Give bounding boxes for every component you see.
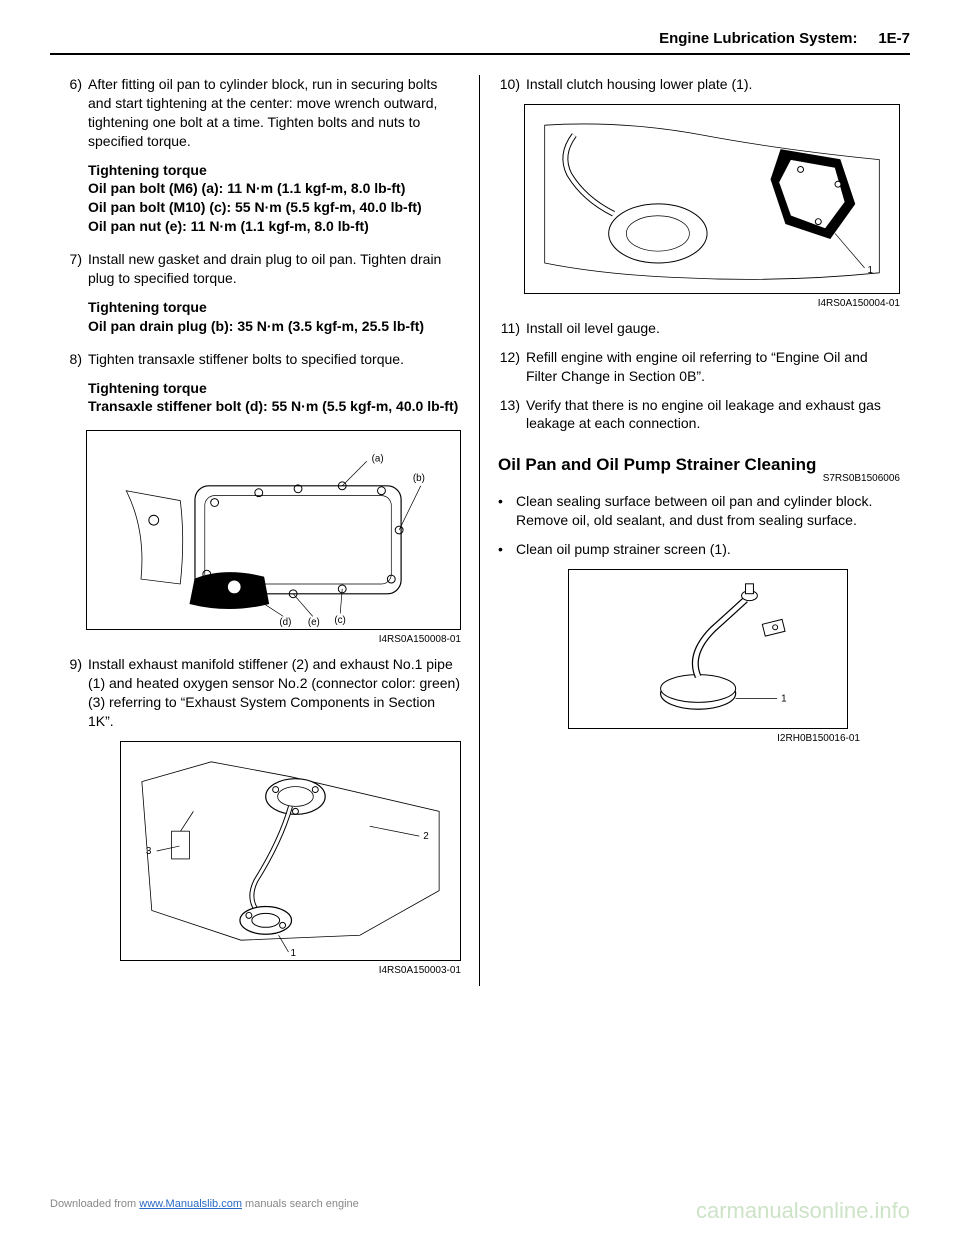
bullet-text: Clean oil pump strainer screen (1). <box>516 540 900 559</box>
step-number: 9) <box>60 655 88 731</box>
left-column: 6) After fitting oil pan to cylinder blo… <box>50 75 480 986</box>
step-13: 13) Verify that there is no engine oil l… <box>498 396 900 434</box>
step-9: 9) Install exhaust manifold stiffener (2… <box>60 655 461 731</box>
step-7: 7) Install new gasket and drain plug to … <box>60 250 461 288</box>
torque-title: Tightening torque <box>88 298 461 317</box>
page-footer: Downloaded from www.Manualslib.com manua… <box>50 1198 910 1224</box>
step-6: 6) After fitting oil pan to cylinder blo… <box>60 75 461 151</box>
step-text: Install clutch housing lower plate (1). <box>526 75 900 94</box>
bullet-line: Clean sealing surface between oil pan an… <box>516 493 872 509</box>
torque-line: Oil pan bolt (M10) (c): 55 N·m (5.5 kgf-… <box>88 198 461 217</box>
right-column: 10) Install clutch housing lower plate (… <box>480 75 910 986</box>
torque-title: Tightening torque <box>88 161 461 180</box>
callout-e: (e) <box>308 618 320 629</box>
step-text: Verify that there is no engine oil leaka… <box>526 396 900 434</box>
callout-d: (d) <box>279 618 291 629</box>
bullet-item: • Clean oil pump strainer screen (1). <box>498 540 900 559</box>
figure-caption: I4RS0A150008-01 <box>60 634 461 645</box>
figure-exhaust-pipe: 1 2 3 <box>120 741 461 961</box>
step-text: After fitting oil pan to cylinder block,… <box>88 75 461 151</box>
step-number: 7) <box>60 250 88 288</box>
oil-strainer-diagram: 1 <box>569 570 847 728</box>
figure-caption: I4RS0A150003-01 <box>60 965 461 976</box>
clutch-plate-diagram: 1 <box>525 105 899 293</box>
header-section: Engine Lubrication System: <box>659 30 857 47</box>
callout-c: (c) <box>334 616 345 627</box>
exhaust-pipe-diagram: 1 2 3 <box>121 742 460 960</box>
bullet-item: • Clean sealing surface between oil pan … <box>498 492 900 530</box>
footer-prefix: Downloaded from <box>50 1198 139 1210</box>
oil-pan-diagram: (a) (b) (c) (d) (e) <box>87 431 460 629</box>
figure-caption: I2RH0B150016-01 <box>498 733 860 744</box>
step-number: 11) <box>498 319 526 338</box>
callout-b: (b) <box>413 473 425 484</box>
step-8: 8) Tighten transaxle stiffener bolts to … <box>60 350 461 369</box>
manualslib-link[interactable]: www.Manualslib.com <box>139 1198 242 1210</box>
header-page: 1E-7 <box>878 30 910 47</box>
figure-caption: I4RS0A150004-01 <box>498 298 900 309</box>
step-number: 6) <box>60 75 88 151</box>
torque-block-8: Tightening torque Transaxle stiffener bo… <box>88 379 461 417</box>
figure-oil-strainer: 1 <box>568 569 848 729</box>
step-text: Tighten transaxle stiffener bolts to spe… <box>88 350 461 369</box>
callout-1: 1 <box>781 693 786 704</box>
callout-a: (a) <box>372 454 384 465</box>
step-number: 10) <box>498 75 526 94</box>
step-text: Install oil level gauge. <box>526 319 900 338</box>
bullet-mark: • <box>498 492 516 530</box>
figure-clutch-plate: 1 <box>524 104 900 294</box>
callout-3: 3 <box>146 846 152 857</box>
step-text: Install exhaust manifold stiffener (2) a… <box>88 655 461 731</box>
step-number: 8) <box>60 350 88 369</box>
bullet-mark: • <box>498 540 516 559</box>
callout-1: 1 <box>868 265 873 276</box>
torque-line: Oil pan drain plug (b): 35 N·m (3.5 kgf-… <box>88 317 461 336</box>
step-11: 11) Install oil level gauge. <box>498 319 900 338</box>
step-10: 10) Install clutch housing lower plate (… <box>498 75 900 94</box>
bullet-text: Clean sealing surface between oil pan an… <box>516 492 900 530</box>
page-header: Engine Lubrication System: 1E-7 <box>50 30 910 55</box>
step-12: 12) Refill engine with engine oil referr… <box>498 348 900 386</box>
torque-title: Tightening torque <box>88 379 461 398</box>
torque-block-7: Tightening torque Oil pan drain plug (b)… <box>88 298 461 336</box>
download-source: Downloaded from www.Manualslib.com manua… <box>50 1198 359 1224</box>
section-title: Oil Pan and Oil Pump Strainer Cleaning <box>498 455 900 475</box>
step-number: 13) <box>498 396 526 434</box>
figure-oil-pan-bolts: (a) (b) (c) (d) (e) <box>86 430 461 630</box>
callout-1: 1 <box>291 948 297 959</box>
bullet-line: Remove oil, old sealant, and dust from s… <box>516 512 857 528</box>
torque-line: Transaxle stiffener bolt (d): 55 N·m (5.… <box>88 397 461 416</box>
step-text: Install new gasket and drain plug to oil… <box>88 250 461 288</box>
footer-suffix: manuals search engine <box>242 1198 359 1210</box>
callout-2: 2 <box>423 831 429 842</box>
step-number: 12) <box>498 348 526 386</box>
torque-block-6: Tightening torque Oil pan bolt (M6) (a):… <box>88 161 461 237</box>
torque-line: Oil pan bolt (M6) (a): 11 N·m (1.1 kgf-m… <box>88 179 461 198</box>
watermark: carmanualsonline.info <box>696 1198 910 1224</box>
step-text: Refill engine with engine oil referring … <box>526 348 900 386</box>
torque-line: Oil pan nut (e): 11 N·m (1.1 kgf-m, 8.0 … <box>88 217 461 236</box>
